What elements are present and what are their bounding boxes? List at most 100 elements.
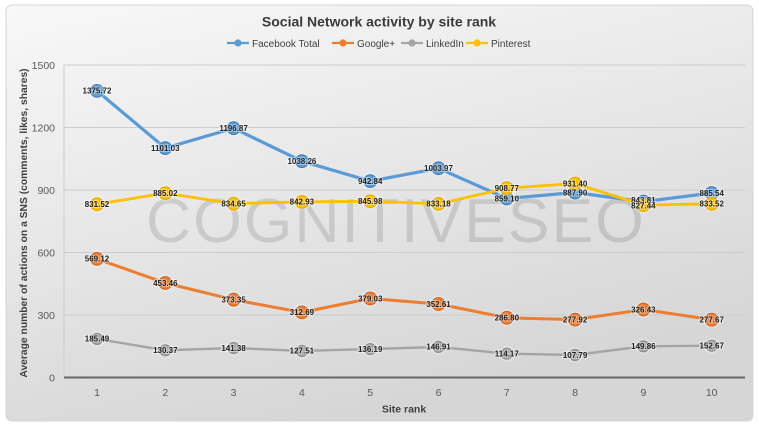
svg-text:152.67: 152.67 xyxy=(699,342,724,351)
svg-text:0: 0 xyxy=(49,373,55,385)
svg-text:277.92: 277.92 xyxy=(563,315,588,324)
svg-text:146.91: 146.91 xyxy=(426,343,451,352)
svg-text:1101.03: 1101.03 xyxy=(151,144,180,153)
svg-text:LinkedIn: LinkedIn xyxy=(426,39,464,50)
svg-text:352.61: 352.61 xyxy=(426,300,451,309)
svg-text:107.79: 107.79 xyxy=(563,351,588,360)
svg-text:833.18: 833.18 xyxy=(426,200,451,209)
svg-text:1038.26: 1038.26 xyxy=(287,157,316,166)
svg-text:114.17: 114.17 xyxy=(495,350,520,359)
svg-text:277.92: 277.92 xyxy=(563,315,588,324)
svg-text:942.84: 942.84 xyxy=(358,177,383,186)
svg-text:373.35: 373.35 xyxy=(221,296,246,305)
svg-text:277.67: 277.67 xyxy=(699,316,724,325)
svg-text:4: 4 xyxy=(299,387,305,399)
svg-text:845.98: 845.98 xyxy=(358,197,383,206)
svg-text:286.80: 286.80 xyxy=(495,314,520,323)
svg-text:843.81: 843.81 xyxy=(631,196,656,205)
svg-text:379.03: 379.03 xyxy=(358,294,383,303)
svg-text:600: 600 xyxy=(37,248,55,260)
svg-text:141.38: 141.38 xyxy=(221,344,246,353)
svg-text:827.44: 827.44 xyxy=(631,201,656,210)
svg-text:942.84: 942.84 xyxy=(358,177,383,186)
svg-text:833.52: 833.52 xyxy=(699,200,724,209)
svg-text:834.65: 834.65 xyxy=(221,199,246,208)
svg-text:COGNITIVESEO: COGNITIVESEO xyxy=(146,186,646,256)
svg-text:7: 7 xyxy=(504,387,510,399)
svg-text:1196.87: 1196.87 xyxy=(219,124,248,133)
svg-text:1038.26: 1038.26 xyxy=(287,157,316,166)
svg-text:107.79: 107.79 xyxy=(563,351,588,360)
svg-text:379.03: 379.03 xyxy=(358,294,383,303)
svg-text:326.43: 326.43 xyxy=(631,305,656,314)
svg-text:845.98: 845.98 xyxy=(358,197,383,206)
svg-text:569.12: 569.12 xyxy=(85,255,110,264)
svg-text:141.38: 141.38 xyxy=(221,344,246,353)
svg-text:Pinterest: Pinterest xyxy=(491,39,531,50)
svg-text:842.93: 842.93 xyxy=(290,198,315,207)
svg-text:136.19: 136.19 xyxy=(358,345,383,354)
svg-text:1375.72: 1375.72 xyxy=(83,87,112,96)
svg-text:373.35: 373.35 xyxy=(221,296,246,305)
svg-text:130.37: 130.37 xyxy=(153,346,178,355)
svg-text:842.93: 842.93 xyxy=(290,198,315,207)
svg-text:885.02: 885.02 xyxy=(153,189,178,198)
svg-text:887.90: 887.90 xyxy=(563,188,588,197)
svg-text:127.51: 127.51 xyxy=(290,347,315,356)
svg-text:5: 5 xyxy=(367,387,373,399)
svg-text:1375.72: 1375.72 xyxy=(83,87,112,96)
svg-text:834.65: 834.65 xyxy=(221,199,246,208)
svg-text:312.69: 312.69 xyxy=(290,308,315,317)
svg-text:908.77: 908.77 xyxy=(495,184,520,193)
svg-text:149.86: 149.86 xyxy=(631,342,656,351)
svg-text:453.46: 453.46 xyxy=(153,279,178,288)
svg-text:1196.87: 1196.87 xyxy=(219,124,248,133)
svg-text:885.54: 885.54 xyxy=(699,189,724,198)
svg-text:2: 2 xyxy=(162,387,168,399)
svg-text:10: 10 xyxy=(706,387,718,399)
svg-text:8: 8 xyxy=(572,387,578,399)
svg-text:900: 900 xyxy=(37,185,55,197)
svg-text:Average number of actions on a: Average number of actions on a SNS (comm… xyxy=(19,68,30,377)
svg-text:887.90: 887.90 xyxy=(563,188,588,197)
svg-text:149.86: 149.86 xyxy=(631,342,656,351)
svg-text:185.49: 185.49 xyxy=(85,335,110,344)
svg-text:Google+: Google+ xyxy=(357,39,395,50)
svg-text:1003.97: 1003.97 xyxy=(424,164,453,173)
svg-text:931.40: 931.40 xyxy=(563,179,588,188)
svg-text:833.52: 833.52 xyxy=(699,200,724,209)
svg-text:569.12: 569.12 xyxy=(85,255,110,264)
svg-text:1200: 1200 xyxy=(32,123,56,135)
svg-text:114.17: 114.17 xyxy=(495,350,520,359)
svg-text:326.43: 326.43 xyxy=(631,305,656,314)
svg-text:146.91: 146.91 xyxy=(426,343,451,352)
svg-text:300: 300 xyxy=(37,310,55,322)
svg-text:931.40: 931.40 xyxy=(563,179,588,188)
svg-text:827.44: 827.44 xyxy=(631,201,656,210)
svg-text:831.52: 831.52 xyxy=(85,200,110,209)
svg-text:286.80: 286.80 xyxy=(495,314,520,323)
svg-text:6: 6 xyxy=(436,387,442,399)
svg-text:9: 9 xyxy=(640,387,646,399)
svg-text:185.49: 185.49 xyxy=(85,335,110,344)
svg-text:312.69: 312.69 xyxy=(290,308,315,317)
svg-text:859.10: 859.10 xyxy=(495,194,520,203)
svg-text:277.67: 277.67 xyxy=(699,316,724,325)
svg-text:130.37: 130.37 xyxy=(153,346,178,355)
svg-text:352.61: 352.61 xyxy=(426,300,451,309)
svg-text:843.81: 843.81 xyxy=(631,196,656,205)
svg-text:1101.03: 1101.03 xyxy=(151,144,180,153)
svg-text:Facebook Total: Facebook Total xyxy=(252,39,320,50)
svg-text:859.10: 859.10 xyxy=(495,194,520,203)
svg-text:1500: 1500 xyxy=(32,60,56,72)
svg-text:908.77: 908.77 xyxy=(495,184,520,193)
svg-text:136.19: 136.19 xyxy=(358,345,383,354)
svg-text:453.46: 453.46 xyxy=(153,279,178,288)
svg-text:1: 1 xyxy=(94,387,100,399)
svg-text:885.02: 885.02 xyxy=(153,189,178,198)
svg-text:833.18: 833.18 xyxy=(426,200,451,209)
svg-text:831.52: 831.52 xyxy=(85,200,110,209)
svg-text:1003.97: 1003.97 xyxy=(424,164,453,173)
svg-text:152.67: 152.67 xyxy=(699,342,724,351)
svg-text:885.54: 885.54 xyxy=(699,189,724,198)
